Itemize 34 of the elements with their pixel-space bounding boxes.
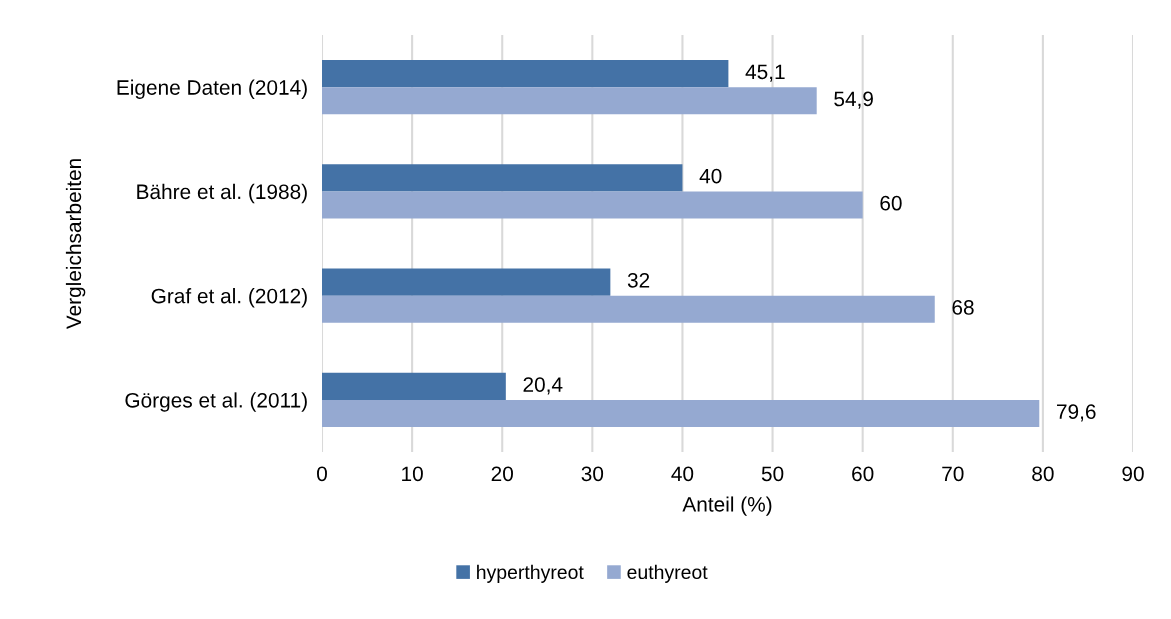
data-label: 68 (952, 300, 974, 315)
bar (322, 268, 611, 296)
data-label: 40 (699, 168, 722, 184)
x-tick-label: 20 (491, 466, 513, 482)
bar (322, 87, 817, 115)
data-label: 20,4 (523, 377, 563, 395)
x-tick-label: 60 (852, 466, 874, 482)
bar (322, 372, 506, 400)
bar (322, 191, 863, 219)
bar (322, 295, 935, 323)
x-axis-title: Anteil (%) (682, 496, 772, 516)
y-tick-label: Bähre et al. (1988) (137, 183, 307, 204)
x-tick-label: 10 (402, 466, 423, 482)
data-label: 79,6 (1057, 404, 1096, 422)
legend-label: hyperthyreot (477, 564, 584, 583)
y-axis-title: Vergleichsarbeiten (65, 159, 86, 330)
x-tick-label: 30 (581, 466, 604, 482)
x-tick-label: 90 (1122, 466, 1144, 482)
data-label: 32 (627, 272, 650, 288)
x-tick-label: 50 (761, 466, 784, 482)
data-label: 54,9 (834, 91, 873, 109)
legend-label: euthyreot (627, 564, 708, 583)
bar (322, 399, 1040, 427)
x-tick-label: 40 (671, 466, 694, 482)
bar (322, 164, 683, 192)
y-tick-label: Graf et al. (2012) (151, 288, 307, 308)
x-tick-label: 70 (942, 466, 964, 482)
bar (322, 60, 729, 88)
y-tick-label: Görges et al. (2011) (125, 392, 307, 412)
x-tick-label: 0 (317, 466, 327, 482)
x-tick-label: 80 (1032, 466, 1054, 482)
data-label: 60 (880, 195, 902, 211)
y-tick-label: Eigene Daten (2014) (117, 79, 307, 99)
data-label: 45,1 (745, 64, 785, 82)
